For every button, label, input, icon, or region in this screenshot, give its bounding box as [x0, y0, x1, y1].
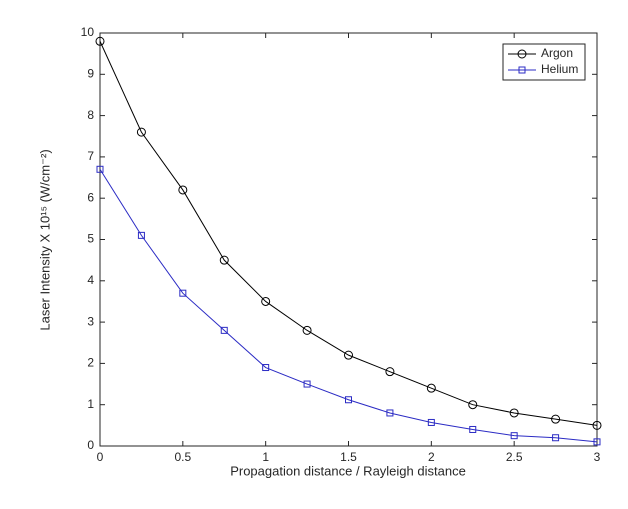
x-tick-label: 2.5 [506, 450, 523, 464]
data-point [552, 434, 560, 442]
data-point [136, 127, 146, 137]
x-tick-label: 1.5 [340, 450, 357, 464]
y-tick-label: 0 [87, 438, 94, 452]
legend-box [502, 43, 586, 81]
y-tick-label: 6 [87, 190, 94, 204]
data-point [427, 418, 435, 426]
data-point [385, 367, 395, 377]
x-axis-label: Propagation distance / Rayleigh distance [230, 463, 466, 478]
data-point [262, 364, 270, 372]
data-point [95, 36, 105, 46]
data-point [96, 165, 104, 173]
y-tick-label: 8 [87, 108, 94, 122]
legend-label: Helium [541, 62, 578, 76]
data-point [551, 414, 561, 424]
y-tick-label: 4 [87, 273, 94, 287]
data-point [509, 408, 519, 418]
y-tick-label: 5 [87, 232, 94, 246]
data-point [592, 420, 602, 430]
series-line [99, 41, 598, 426]
data-point [219, 255, 229, 265]
data-point [178, 185, 188, 195]
y-tick-label: 10 [81, 25, 95, 39]
x-tick-label: 2 [428, 450, 435, 464]
legend-marker [518, 66, 526, 74]
data-point [386, 409, 394, 417]
y-tick-label: 3 [87, 314, 94, 328]
y-tick-label: 1 [87, 397, 94, 411]
x-tick-label: 0.5 [174, 450, 191, 464]
legend-marker [517, 49, 527, 59]
data-point [137, 231, 145, 239]
y-axis-label: Laser Intensity X 10¹⁵ (W/cm⁻²) [37, 149, 52, 330]
y-tick-label: 2 [87, 356, 94, 370]
legend-label: Argon [541, 46, 573, 60]
data-point [469, 425, 477, 433]
series-line [99, 169, 598, 443]
data-point [303, 380, 311, 388]
x-tick-label: 3 [594, 450, 601, 464]
data-point [426, 383, 436, 393]
data-point [510, 432, 518, 440]
x-tick-label: 0 [97, 450, 104, 464]
data-point [220, 326, 228, 334]
data-point [302, 325, 312, 335]
data-point [345, 396, 352, 404]
plot-area [99, 32, 598, 447]
data-point [261, 296, 271, 306]
y-tick-label: 7 [87, 149, 94, 163]
x-tick-label: 1 [262, 450, 269, 464]
data-point [344, 350, 353, 360]
data-point [179, 289, 187, 297]
data-point [593, 438, 601, 446]
y-tick-label: 9 [87, 66, 94, 80]
data-point [468, 400, 478, 410]
